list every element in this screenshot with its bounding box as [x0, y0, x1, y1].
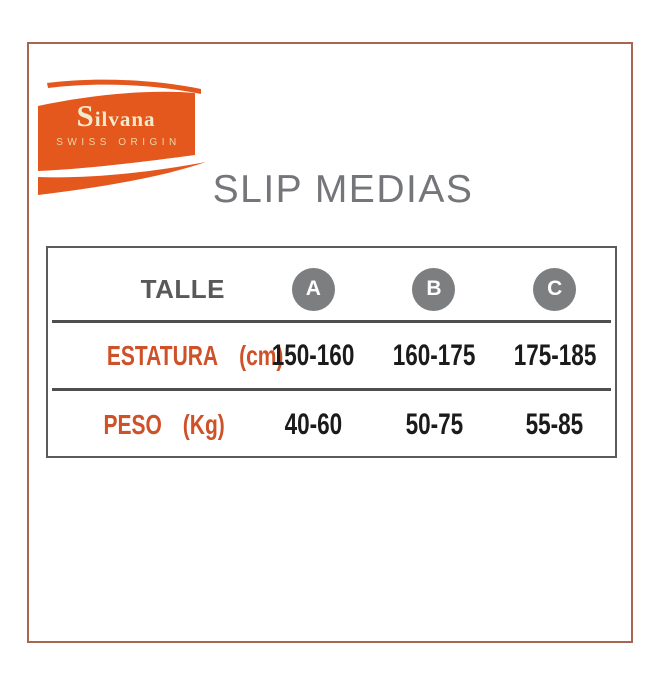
size-a-cell: A [253, 267, 374, 311]
size-c-letter: C [547, 277, 563, 300]
size-a-letter: A [305, 277, 321, 300]
peso-value-b: 50-75 [405, 407, 463, 441]
size-c-cell: C [494, 267, 615, 311]
size-table: TALLE A B C ESTATURA (cm) [46, 246, 617, 458]
logo-brand-text: Silvana [76, 98, 156, 133]
peso-value-a: 40-60 [284, 407, 343, 441]
estatura-value-c-cell: 175-185 [494, 339, 615, 373]
estatura-label: ESTATURA [106, 339, 219, 371]
outer-frame [27, 42, 633, 643]
table-row-estatura: ESTATURA (cm) 150-160 160-175 175-185 [48, 323, 615, 388]
peso-value-b-cell: 50-75 [374, 408, 495, 442]
size-b-cell: B [374, 267, 495, 311]
peso-value-c: 55-85 [525, 407, 584, 441]
header-label-cell: TALLE [48, 274, 253, 305]
peso-value-c-cell: 55-85 [494, 408, 615, 442]
row-separator [52, 320, 611, 323]
row-separator [52, 388, 611, 391]
estatura-value-a-cell: 150-160 [253, 339, 374, 373]
estatura-value-b-cell: 160-175 [374, 339, 495, 373]
size-c-badge: C [533, 267, 577, 311]
peso-unit: (Kg) [183, 408, 225, 440]
estatura-value-a: 150-160 [272, 338, 355, 372]
page-title: SLIP MEDIAS [212, 168, 474, 211]
estatura-label-cell: ESTATURA (cm) [48, 339, 284, 372]
size-b-letter: B [426, 277, 442, 300]
estatura-unit: (cm) [239, 339, 284, 371]
estatura-value-b: 160-175 [392, 338, 476, 372]
talle-label: TALLE [140, 273, 225, 304]
size-a-badge: A [291, 267, 335, 311]
peso-label: PESO [103, 408, 163, 440]
logo-banner-icon [38, 79, 206, 195]
estatura-value-c: 175-185 [513, 338, 596, 372]
peso-label-cell: PESO (Kg) [48, 409, 253, 441]
size-b-badge: B [412, 267, 456, 311]
silvana-logo: Silvana SWISS ORIGIN [34, 79, 212, 195]
peso-value-a-cell: 40-60 [253, 408, 374, 442]
table-header-row: TALLE A B C [48, 248, 615, 320]
logo-tagline-text: SWISS ORIGIN [56, 137, 181, 148]
table-row-peso: PESO (Kg) 40-60 50-75 55-85 [48, 391, 615, 453]
